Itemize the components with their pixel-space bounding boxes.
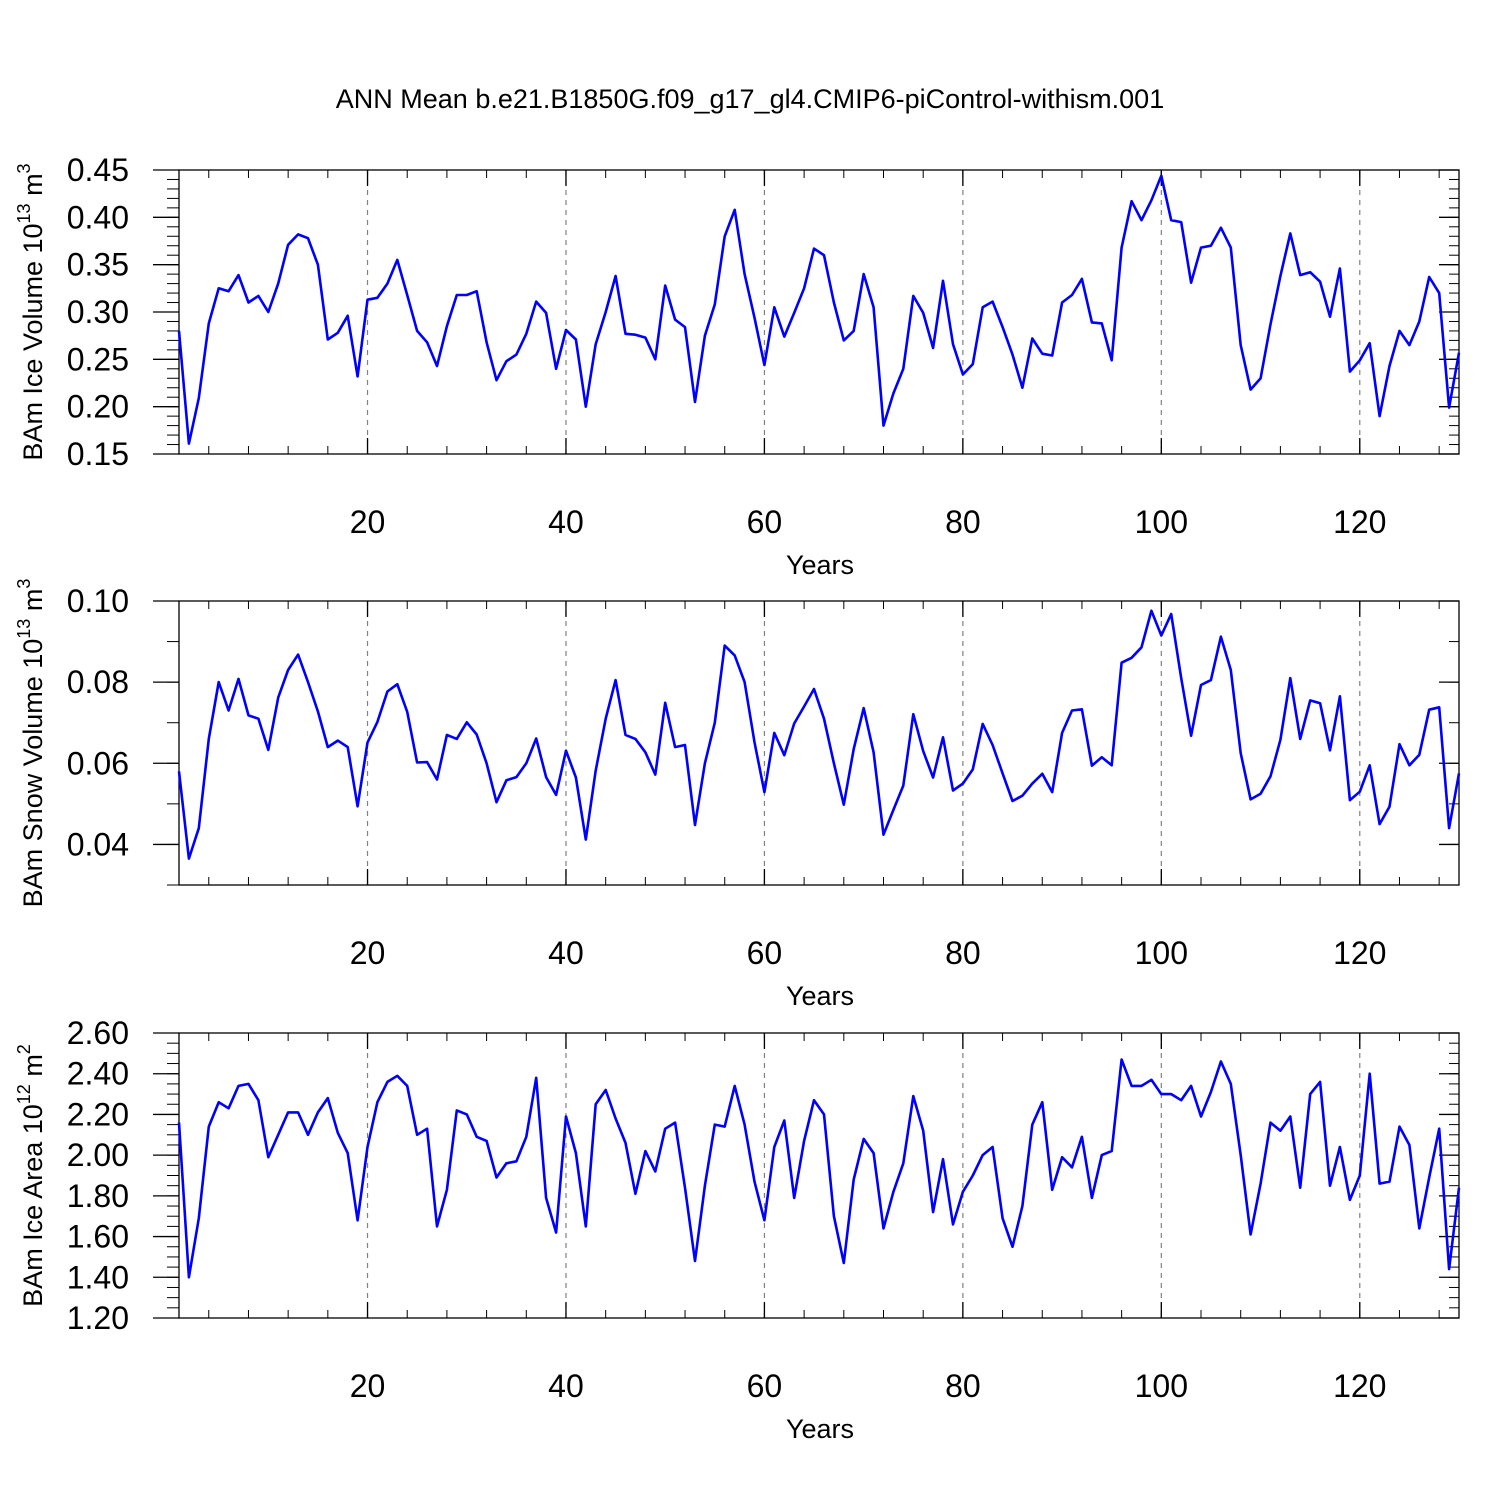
ice-area-panel: 20 40 60 80 100 120 1.20 1.40 1.60 1.80 2.00 2.20 2.…: [14, 1015, 1461, 1444]
chart-title: ANN Mean b.e21.B1850G.f09_g17_gl4.CMIP6-…: [336, 84, 1164, 114]
x-tick-label: 120: [1333, 504, 1386, 540]
y-tick-label: 1.40: [67, 1259, 129, 1295]
x-axis-title: Years: [786, 981, 854, 1011]
y-tick-label: 0.20: [67, 389, 129, 425]
y-tick-label: 2.00: [67, 1137, 129, 1173]
y-tick-label: 0.35: [67, 247, 129, 283]
x-tick-label: 80: [945, 935, 981, 971]
x-tick-label: 80: [945, 504, 981, 540]
x-tick-label: 60: [747, 935, 783, 971]
y-tick-label: 2.20: [67, 1096, 129, 1132]
x-tick-label: 20: [350, 1368, 386, 1404]
x-tick-label: 40: [548, 935, 584, 971]
x-tick-label: 40: [548, 1368, 584, 1404]
y-tick-label: 1.80: [67, 1178, 129, 1214]
x-tick-label: 100: [1135, 504, 1188, 540]
x-axis-title: Years: [786, 550, 854, 580]
x-tick-label: 60: [747, 504, 783, 540]
y-tick-label: 0.15: [67, 436, 129, 472]
snow-volume-panel: 20 40 60 80 100 120 0.04 0.06 0.08 0.10 Years BAm S…: [14, 579, 1461, 1011]
x-tick-label: 80: [945, 1368, 981, 1404]
x-tick-label: 120: [1333, 1368, 1386, 1404]
x-tick-label: 20: [350, 504, 386, 540]
x-tick-label: 40: [548, 504, 584, 540]
y-tick-label: 0.45: [67, 152, 129, 188]
y-tick-label: 0.30: [67, 294, 129, 330]
x-tick-label: 60: [747, 1368, 783, 1404]
x-tick-label: 120: [1333, 935, 1386, 971]
y-tick-label: 0.04: [67, 826, 129, 862]
y-tick-label: 0.06: [67, 745, 129, 781]
x-tick-label: 20: [350, 935, 386, 971]
y-tick-label: 0.08: [67, 664, 129, 700]
y-tick-label: 2.60: [67, 1015, 129, 1051]
x-tick-label: 100: [1135, 935, 1188, 971]
y-tick-label: 0.10: [67, 583, 129, 619]
y-tick-label: 0.40: [67, 199, 129, 235]
series-line: [177, 609, 1461, 860]
ice-volume-panel: 20 40 60 80 100 120 0.15 0.20 0.25 0.30 0.35 0.40 0.…: [14, 152, 1461, 580]
y-axis-title: BAm Ice Volume 1013 m3: [14, 163, 48, 460]
x-axis-title: Years: [786, 1414, 854, 1444]
y-tick-label: 1.60: [67, 1219, 129, 1255]
y-axis-title: BAm Ice Area 1012 m2: [14, 1044, 48, 1307]
y-tick-label: 2.40: [67, 1056, 129, 1092]
series-line: [177, 1058, 1461, 1279]
series-line: [177, 174, 1461, 445]
plot-frame: [178, 600, 1460, 886]
y-axis-title: BAm Snow Volume 1013 m3: [14, 579, 48, 908]
y-tick-label: 0.25: [67, 341, 129, 377]
y-tick-label: 1.20: [67, 1300, 129, 1336]
x-tick-label: 100: [1135, 1368, 1188, 1404]
